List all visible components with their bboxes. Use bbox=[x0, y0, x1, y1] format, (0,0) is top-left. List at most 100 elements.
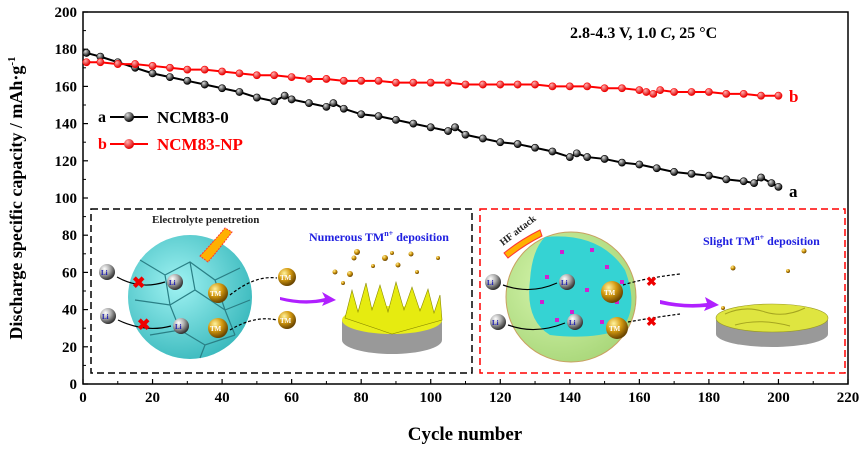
svg-text:Li: Li bbox=[175, 323, 182, 331]
numerous-deposition-label: Numerous TMn+ deposition bbox=[309, 229, 449, 244]
x-tick-label: 220 bbox=[837, 390, 860, 406]
svg-text:Li: Li bbox=[561, 279, 568, 287]
data-point-a bbox=[757, 173, 765, 182]
data-point-b bbox=[642, 88, 651, 96]
data-point-b bbox=[305, 75, 313, 83]
legend-tag-b: b bbox=[98, 136, 107, 153]
x-tick-label: 40 bbox=[215, 390, 230, 406]
crack-lines bbox=[134, 259, 251, 359]
data-point-a bbox=[183, 76, 192, 85]
data-point-a bbox=[705, 171, 713, 180]
data-point-a bbox=[409, 119, 418, 128]
slight-deposition-label: Slight TMn+ deposition bbox=[703, 233, 820, 248]
data-point-a bbox=[374, 112, 383, 121]
data-point-b bbox=[166, 63, 174, 72]
x-tick-label: 0 bbox=[79, 390, 87, 406]
series-end-label-a: a bbox=[789, 182, 798, 201]
li-ion-icon: Li bbox=[485, 274, 501, 290]
data-point-a bbox=[750, 179, 759, 188]
data-point-b bbox=[339, 76, 348, 85]
data-point-b bbox=[444, 78, 453, 87]
data-point-a bbox=[235, 88, 244, 96]
y-tick-label: 120 bbox=[55, 154, 78, 170]
data-point-a bbox=[767, 179, 776, 188]
x-tick-label: 60 bbox=[284, 390, 299, 406]
blocked-x-icon: ✖ bbox=[646, 314, 657, 329]
data-point-b bbox=[252, 71, 261, 80]
series-a bbox=[82, 49, 783, 191]
series-end-label-b: b bbox=[789, 87, 798, 106]
y-tick-label: 100 bbox=[55, 191, 78, 207]
data-point-b bbox=[757, 91, 765, 100]
y-tick-label: 160 bbox=[55, 79, 78, 95]
data-point-a bbox=[572, 149, 581, 158]
svg-text:Li: Li bbox=[487, 279, 494, 287]
svg-text:TM: TM bbox=[604, 289, 616, 297]
data-point-a bbox=[635, 160, 644, 169]
li-ion-icon: Li bbox=[167, 274, 183, 290]
svg-text:Li: Li bbox=[169, 279, 176, 287]
x-tick-label: 140 bbox=[559, 390, 582, 406]
x-tick-label: 200 bbox=[767, 390, 790, 406]
data-point-a bbox=[600, 155, 609, 163]
data-point-a bbox=[451, 123, 459, 132]
data-point-a bbox=[618, 158, 626, 167]
x-tick-label: 120 bbox=[489, 390, 512, 406]
data-point-b bbox=[670, 88, 679, 96]
data-point-b bbox=[113, 60, 122, 68]
x-axis-label: Cycle number bbox=[408, 424, 523, 445]
legend-label-b: NCM83-NP bbox=[157, 135, 243, 154]
data-point-b bbox=[722, 89, 731, 98]
data-point-b bbox=[461, 80, 470, 89]
smooth-electrode bbox=[715, 303, 829, 347]
data-point-a bbox=[583, 153, 592, 161]
data-point-b bbox=[409, 78, 418, 87]
heavy-deposition-electrode bbox=[342, 280, 443, 354]
li-ion-icon: Li bbox=[173, 318, 189, 334]
data-point-b bbox=[478, 80, 487, 89]
data-point-b bbox=[583, 82, 592, 91]
y-tick-label: 200 bbox=[55, 5, 78, 21]
data-point-b bbox=[618, 84, 626, 93]
data-point-a bbox=[148, 69, 157, 78]
data-point-b bbox=[531, 80, 539, 89]
y-tick-label: 20 bbox=[62, 340, 77, 356]
data-point-a bbox=[82, 49, 91, 57]
data-point-b bbox=[357, 76, 366, 85]
legend-marker-a bbox=[124, 112, 134, 122]
axes: 0 20 40 60 80 100 120 140 160 180 200 220 0 20 40 60 80 1… bbox=[55, 5, 860, 406]
electrolyte-arrow-icon bbox=[199, 227, 233, 263]
data-point-a bbox=[531, 143, 539, 152]
tm-ion-icon: TM bbox=[606, 317, 628, 339]
y-axis-label: Discharge specific capacity / mAh·g-1 bbox=[6, 56, 26, 339]
data-point-a bbox=[305, 99, 313, 108]
data-point-a bbox=[218, 84, 226, 93]
data-point-b bbox=[687, 88, 696, 96]
x-tick-label: 20 bbox=[145, 390, 160, 406]
cation-mixing-dots bbox=[540, 248, 624, 324]
data-point-a bbox=[513, 140, 522, 148]
y-tick-label: 60 bbox=[62, 265, 77, 281]
tm-particles bbox=[332, 249, 440, 285]
data-point-a bbox=[270, 97, 279, 106]
data-point-a bbox=[739, 177, 748, 186]
data-point-a bbox=[444, 127, 453, 135]
data-point-a bbox=[722, 175, 731, 184]
data-point-a bbox=[774, 182, 783, 191]
data-point-b bbox=[235, 69, 244, 78]
data-point-a bbox=[478, 134, 487, 143]
data-point-b bbox=[183, 65, 192, 74]
x-tick-label: 180 bbox=[698, 390, 721, 406]
cracked-particle bbox=[128, 235, 252, 359]
data-point-b bbox=[513, 80, 522, 89]
conditions-annotation: 2.8-4.3 V, 1.0 C, 25 °C bbox=[570, 25, 717, 42]
svg-text:Li: Li bbox=[569, 319, 576, 327]
data-point-b bbox=[131, 60, 140, 68]
data-point-a bbox=[280, 91, 289, 100]
svg-text:TM: TM bbox=[210, 290, 222, 298]
hf-attack-arrow-icon bbox=[503, 229, 543, 259]
purple-arrow-icon bbox=[660, 297, 719, 311]
data-point-a bbox=[357, 110, 366, 119]
svg-text:TM: TM bbox=[280, 274, 292, 282]
